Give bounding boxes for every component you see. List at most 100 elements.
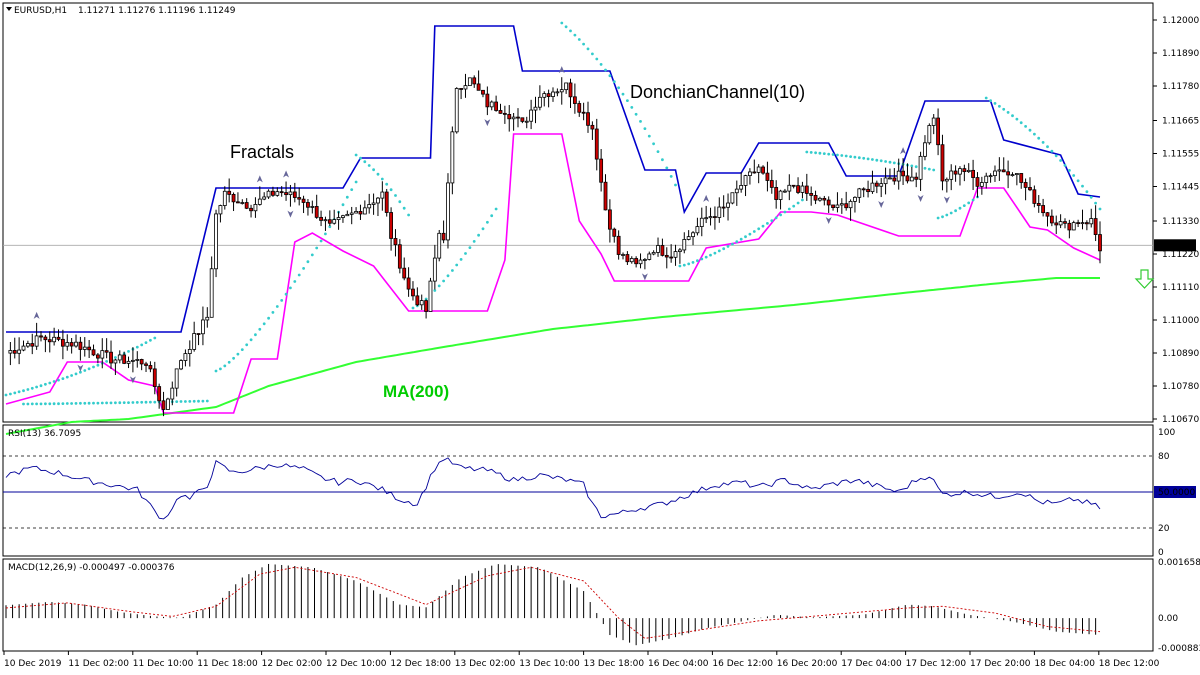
sar-dot [774, 216, 778, 220]
candle-bull [100, 350, 105, 359]
candle-bear [1006, 171, 1011, 176]
sar-dot [569, 29, 572, 33]
candle-bear [953, 170, 958, 175]
candle-bull [170, 387, 175, 400]
candle-bull [656, 245, 660, 253]
candle-bear [905, 175, 910, 182]
fractal-up-icon [558, 66, 565, 74]
sar-dot [766, 222, 769, 225]
sar-dot [175, 400, 179, 403]
sar-dot [1002, 107, 1006, 111]
candle-bear [196, 333, 201, 335]
sar-dot [179, 400, 183, 403]
sar-dot [630, 106, 634, 109]
candle-bear [472, 77, 477, 85]
sar-dot [840, 154, 844, 157]
candle-bear [441, 232, 446, 241]
sar-dot [254, 333, 257, 337]
candle-bear [389, 212, 393, 239]
candle-bull [253, 204, 258, 212]
rsi-50-tag [1154, 486, 1196, 498]
price-tick-label: 1.11890 [1162, 49, 1199, 59]
candle-bear [765, 172, 770, 181]
candle-bear [616, 235, 621, 255]
candle-bear [901, 170, 905, 177]
candle-bear [607, 209, 612, 230]
candle-bull [621, 254, 625, 256]
candle-bear [975, 177, 980, 187]
sar-dot [809, 151, 813, 154]
sar-dot [674, 183, 677, 187]
sar-dot [989, 99, 992, 102]
sar-dot [197, 399, 200, 403]
sar-dot [836, 153, 839, 157]
sar-dot [345, 195, 349, 199]
sar-dot [214, 369, 218, 373]
candle-bear [459, 88, 464, 90]
candle-bear [411, 288, 415, 297]
sar-dot [135, 345, 139, 349]
candle-bull [835, 204, 840, 208]
sar-dot [814, 151, 817, 155]
sar-dot [83, 369, 87, 372]
sar-dot [376, 172, 380, 176]
sar-dot [289, 286, 292, 290]
sar-dot [61, 402, 65, 405]
sar-dot [65, 402, 69, 405]
candle-bull [218, 205, 223, 215]
candle-bull [673, 251, 678, 258]
sar-dot [748, 232, 752, 236]
sar-dot [74, 402, 78, 405]
sar-dot [1050, 149, 1054, 153]
sar-dot [52, 380, 56, 383]
sar-dot [656, 150, 660, 154]
current-price-tag [1154, 239, 1196, 252]
macd-layer: 0.001658 0.00 -0.000883 [5, 558, 1200, 654]
candle-bull [678, 249, 682, 252]
time-tick-label: 10 Dec 2019 [4, 659, 62, 669]
candle-bull [454, 88, 459, 133]
candle-bull [135, 359, 140, 361]
fractal-down-icon [641, 273, 648, 281]
candle-bull [542, 93, 547, 98]
candle-bear [271, 190, 275, 196]
candle-bear [1036, 202, 1041, 206]
ma200-layer [5, 277, 1100, 435]
price-tick-label: 1.11445 [1162, 183, 1199, 193]
candle-bear [91, 349, 96, 356]
candle-bull [909, 176, 914, 182]
price-tick-label: 1.10670 [1162, 415, 1199, 425]
candle-bull [888, 177, 892, 180]
candle-bull [529, 109, 534, 122]
sar-dot [984, 96, 988, 100]
sar-dot [127, 401, 130, 404]
candle-bear [284, 192, 288, 196]
sar-dot [1094, 201, 1097, 205]
fractal-up-icon [256, 175, 263, 183]
candle-bear [424, 300, 428, 312]
sar-dot [892, 161, 896, 165]
candle-bull [467, 77, 472, 87]
sar-dot [17, 390, 21, 394]
candle-bull [166, 398, 170, 410]
sar-dot [717, 249, 721, 253]
sar-dot [442, 279, 445, 283]
sar-dot [1046, 145, 1049, 149]
sar-dot [875, 158, 879, 162]
candle-bull [437, 232, 442, 259]
price-tick-label: 1.11220 [1162, 250, 1199, 260]
candle-bear [791, 184, 796, 187]
candle-bear [314, 206, 319, 218]
sar-dot [696, 259, 699, 263]
sell-arrow-icon [1134, 269, 1155, 289]
sar-dot [477, 233, 480, 237]
candle-bull [266, 190, 271, 198]
candle-bull [222, 190, 227, 206]
candle-bear [502, 112, 507, 115]
parabolic-sar-layer [4, 21, 1102, 406]
sar-dot [153, 400, 157, 404]
candle-bull [179, 360, 183, 370]
candle-bull [651, 252, 656, 255]
candle-bull [944, 178, 949, 182]
sar-dot [844, 154, 848, 158]
